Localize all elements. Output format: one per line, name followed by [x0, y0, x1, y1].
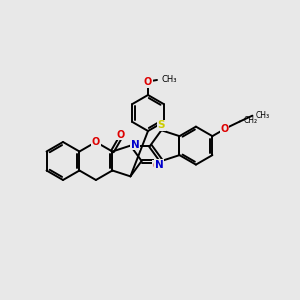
Text: O: O — [152, 161, 161, 171]
Text: CH₃: CH₃ — [161, 74, 176, 83]
Text: S: S — [158, 120, 165, 130]
Text: O: O — [220, 124, 229, 134]
Text: N: N — [155, 160, 164, 170]
Text: O: O — [144, 77, 152, 87]
Text: CH₃: CH₃ — [255, 111, 269, 120]
Text: N: N — [131, 140, 140, 150]
Text: O: O — [117, 130, 125, 140]
Text: CH₂: CH₂ — [244, 116, 258, 125]
Text: O: O — [92, 137, 100, 147]
